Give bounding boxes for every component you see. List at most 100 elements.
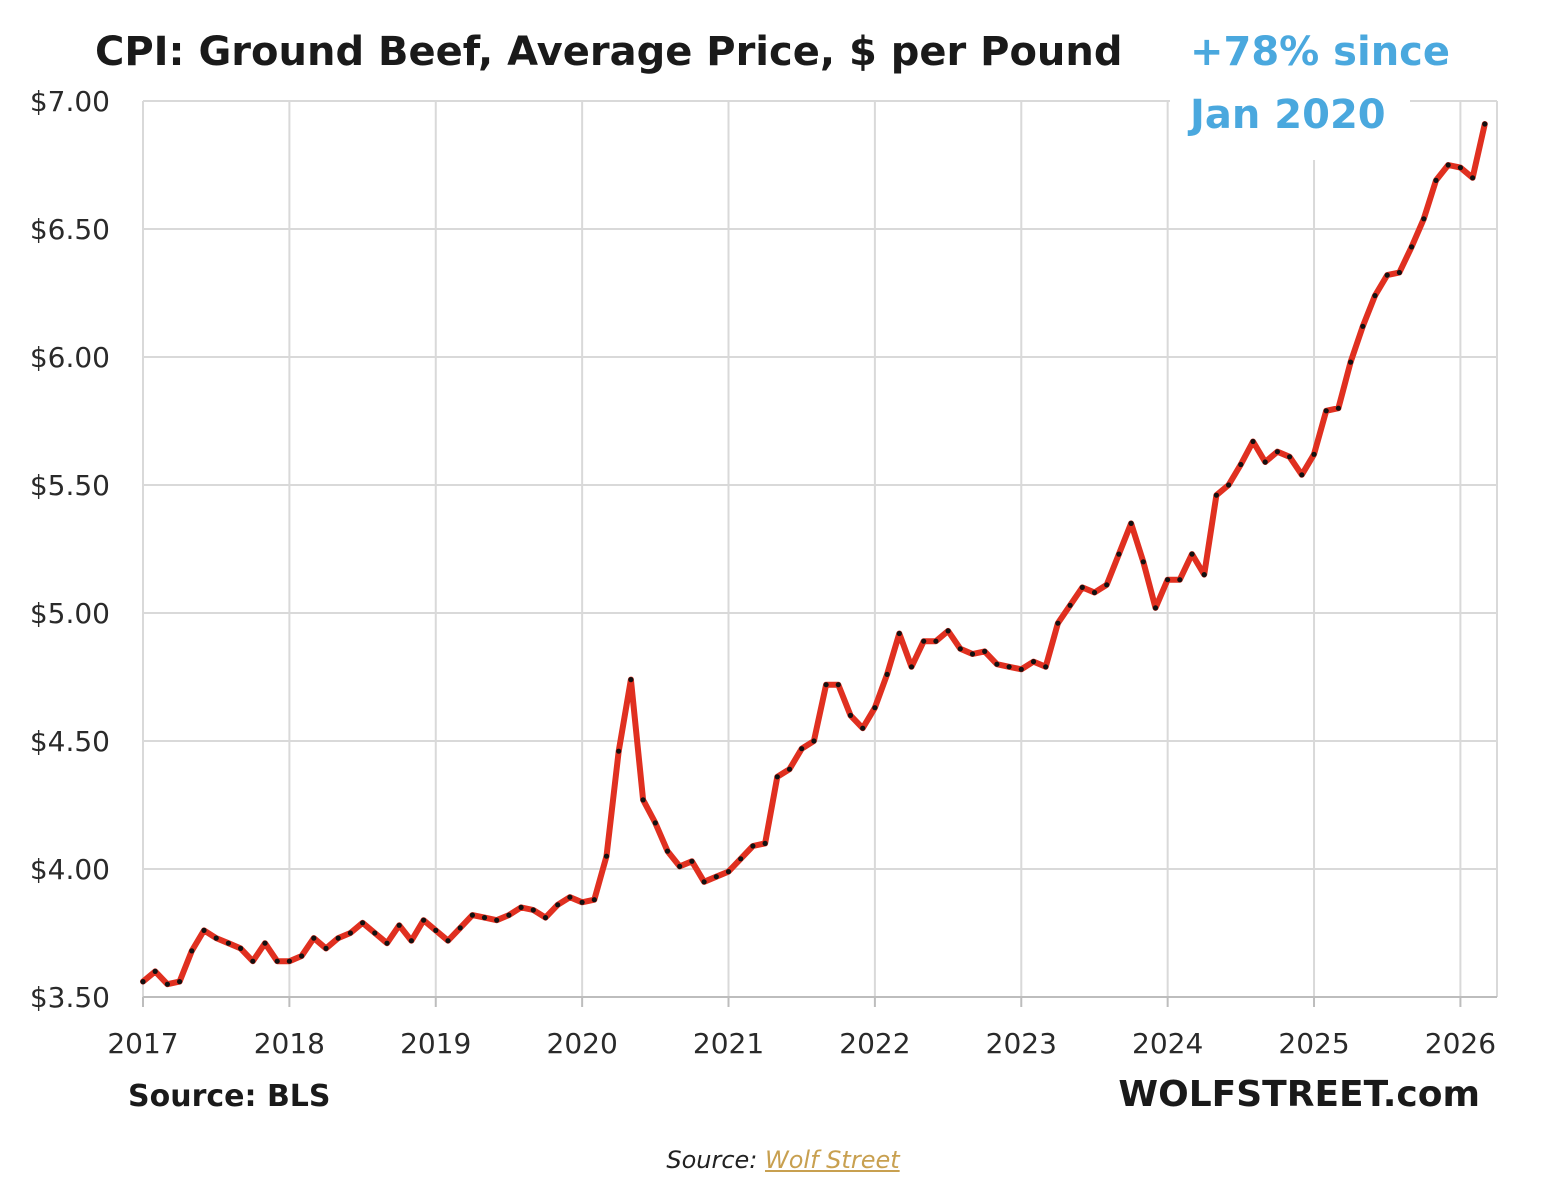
data-point	[238, 945, 244, 952]
data-point	[518, 904, 524, 911]
data-point	[738, 856, 744, 862]
x-tick-label: 2026	[1425, 1027, 1496, 1060]
data-point	[786, 766, 793, 772]
data-point	[1177, 577, 1183, 583]
data-point	[1409, 244, 1415, 250]
figure-caption: Source: Wolf Street	[0, 1146, 1566, 1174]
data-point	[189, 948, 195, 954]
data-point	[896, 630, 902, 637]
data-point	[323, 945, 329, 952]
data-point	[1152, 605, 1159, 611]
data-point	[1128, 520, 1134, 527]
data-point	[713, 874, 719, 880]
data-point	[1384, 272, 1390, 278]
data-point	[299, 953, 305, 959]
data-point	[372, 930, 378, 936]
data-point	[933, 638, 939, 644]
data-point	[872, 705, 878, 711]
data-point	[1067, 602, 1073, 608]
data-point	[1396, 269, 1402, 276]
data-point	[982, 648, 988, 655]
data-point	[433, 927, 439, 934]
y-tick-label: $5.50	[30, 469, 110, 502]
x-axis-ticks: 2017 2018 2019 2020 2021 2022 2023 2024 2025 2026	[107, 997, 1496, 1060]
data-point	[335, 935, 341, 941]
data-point	[945, 628, 951, 634]
data-point	[579, 899, 585, 905]
y-tick-label: $7.00	[30, 85, 110, 118]
annotation-line-2: Jan 2020	[1187, 92, 1386, 138]
x-tick-label: 2017	[107, 1027, 178, 1060]
data-point	[1091, 589, 1098, 596]
data-point	[1445, 162, 1451, 168]
data-point	[1226, 482, 1232, 488]
data-point	[1482, 121, 1488, 127]
data-point	[1201, 572, 1207, 578]
data-point	[1433, 177, 1439, 183]
data-point	[1457, 165, 1463, 171]
data-point	[213, 935, 219, 941]
data-point	[884, 671, 890, 678]
source-label: Source: BLS	[128, 1079, 331, 1114]
data-point	[1238, 461, 1244, 468]
data-point	[1140, 559, 1146, 565]
data-point	[311, 935, 317, 941]
data-point	[701, 879, 707, 885]
data-point	[567, 894, 573, 900]
data-point	[445, 938, 451, 944]
x-tick-label: 2021	[693, 1027, 764, 1060]
y-tick-label: $6.00	[30, 341, 110, 374]
data-point	[506, 912, 512, 918]
data-point	[603, 853, 610, 859]
data-point	[140, 979, 146, 985]
data-point	[1262, 459, 1268, 465]
y-tick-label: $6.50	[30, 213, 110, 246]
data-point	[152, 968, 158, 975]
data-point	[628, 677, 634, 683]
chart-svg: $7.00 $6.50 $6.00 $5.50 $5.00 $4.50 $4.00 $3.50…	[0, 0, 1566, 1140]
caption-prefix: Source:	[666, 1146, 766, 1174]
data-point	[835, 682, 841, 688]
x-tick-label: 2020	[547, 1027, 618, 1060]
data-point	[542, 915, 549, 921]
data-point	[1165, 577, 1171, 583]
data-point	[1360, 323, 1366, 329]
data-point	[640, 797, 646, 803]
data-point	[823, 682, 829, 688]
data-point	[1335, 405, 1341, 411]
data-point	[225, 940, 231, 946]
data-point	[274, 958, 280, 964]
data-point	[1213, 492, 1219, 498]
data-point	[164, 981, 170, 987]
x-tick-label: 2022	[839, 1027, 910, 1060]
data-point	[591, 897, 597, 903]
data-point	[555, 902, 561, 908]
data-point	[811, 738, 817, 744]
annotation-line-1: +78% since	[1190, 29, 1450, 75]
y-tick-label: $4.50	[30, 725, 110, 758]
data-point	[457, 925, 463, 931]
y-tick-label: $3.50	[30, 981, 110, 1014]
data-point	[1287, 454, 1293, 460]
data-point	[1189, 551, 1195, 557]
data-point	[750, 843, 756, 849]
caption-link[interactable]: Wolf Street	[765, 1146, 900, 1174]
data-point	[481, 915, 488, 921]
data-point	[921, 638, 927, 644]
y-tick-label: $4.00	[30, 853, 110, 886]
x-tick-label: 2023	[986, 1027, 1057, 1060]
data-point	[396, 922, 402, 928]
data-point	[360, 920, 366, 926]
data-point	[1079, 584, 1085, 591]
data-point	[1372, 293, 1378, 299]
annotation-backdrop	[1170, 90, 1410, 160]
chart-background	[0, 0, 1566, 1140]
data-point	[847, 712, 854, 719]
data-point	[1250, 438, 1256, 445]
data-point	[1006, 664, 1012, 670]
x-tick-label: 2019	[400, 1027, 471, 1060]
data-point	[677, 863, 683, 870]
x-tick-label: 2025	[1278, 1027, 1349, 1060]
brand-label: WOLFSTREET.com	[1118, 1074, 1480, 1115]
series-price	[140, 121, 1488, 988]
